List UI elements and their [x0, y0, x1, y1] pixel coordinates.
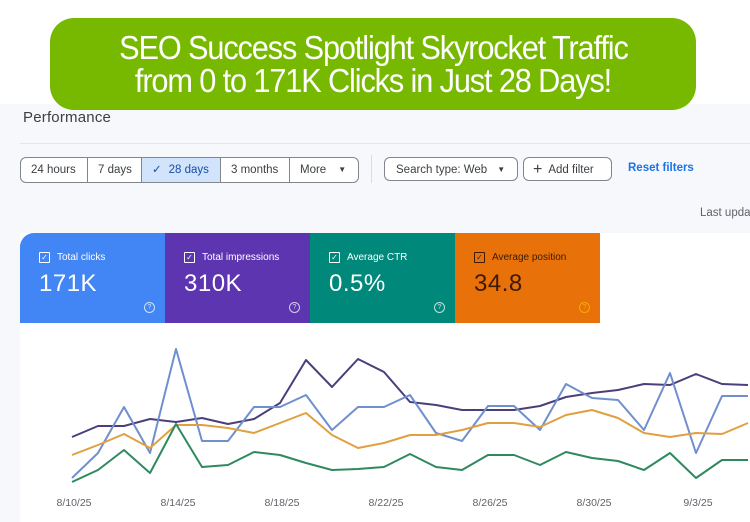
date-option-7-days[interactable]: 7 days [88, 158, 142, 182]
metric-label: Total impressions [202, 252, 280, 263]
metric-card-average-position[interactable]: ✓ Average position 34.8 ? [455, 233, 600, 323]
metric-card-total-clicks[interactable]: ✓ Total clicks 171K ? [20, 233, 165, 323]
checkbox-checked-icon[interactable]: ✓ [184, 252, 195, 263]
date-option-label: More [300, 164, 327, 176]
search-type-dropdown[interactable]: Search type: Web ▼ [384, 157, 518, 181]
x-axis-tick-label: 8/10/25 [56, 497, 92, 509]
date-option-label: 24 hours [31, 164, 76, 176]
metric-cards: ✓ Total clicks 171K ? ✓ Total impressions … [20, 233, 600, 323]
metric-value: 310K [184, 270, 243, 297]
add-filter-button[interactable]: + Add filter [523, 157, 612, 181]
promo-banner: SEO Success Spotlight Skyrocket Traffic … [50, 18, 696, 110]
date-option-28-days[interactable]: ✓ 28 days [142, 158, 221, 182]
date-option-label: 3 months [231, 164, 279, 176]
metric-label: Average CTR [347, 252, 408, 263]
metric-value: 34.8 [474, 270, 523, 297]
metric-label: Total clicks [57, 252, 106, 263]
date-option-label: 28 days [168, 164, 209, 176]
add-filter-label: Add filter [548, 164, 594, 176]
caret-down-icon: ▼ [497, 165, 506, 174]
search-type-label: Search type: Web [396, 164, 488, 176]
header-divider [20, 143, 750, 144]
x-axis-tick-label: 8/30/25 [576, 497, 612, 509]
checkbox-checked-icon[interactable]: ✓ [39, 252, 50, 263]
toolbar-separator [371, 155, 372, 183]
metric-card-total-impressions[interactable]: ✓ Total impressions 310K ? [165, 233, 310, 323]
date-option-24-hours[interactable]: 24 hours [21, 158, 88, 182]
metric-value: 171K [39, 270, 98, 297]
metric-label: Average position [492, 252, 567, 263]
date-option-more[interactable]: More ▼ [290, 158, 358, 182]
x-axis-tick-label: 8/22/25 [368, 497, 404, 509]
help-icon[interactable]: ? [144, 302, 155, 313]
x-axis-tick-label: 8/18/25 [264, 497, 300, 509]
reset-filters-link[interactable]: Reset filters [628, 162, 694, 174]
check-icon: ✓ [152, 164, 162, 176]
help-icon[interactable]: ? [579, 302, 590, 313]
banner-line-1: SEO Success Spotlight Skyrocket Traffic [118, 29, 629, 66]
help-icon[interactable]: ? [434, 302, 445, 313]
checkbox-checked-icon[interactable]: ✓ [474, 252, 485, 263]
date-range-selector: 24 hours 7 days ✓ 28 days 3 months More ▼ [20, 157, 359, 183]
last-updated-text: Last upda [700, 207, 750, 219]
x-axis-tick-label: 8/26/25 [472, 497, 508, 509]
plus-icon: + [533, 161, 543, 178]
metric-card-average-ctr[interactable]: ✓ Average CTR 0.5% ? [310, 233, 455, 323]
page-title: Performance [23, 109, 112, 126]
checkbox-checked-icon[interactable]: ✓ [329, 252, 340, 263]
date-option-label: 7 days [98, 164, 132, 176]
x-axis-tick-label: 8/14/25 [160, 497, 196, 509]
help-icon[interactable]: ? [289, 302, 300, 313]
metric-value: 0.5% [329, 270, 386, 297]
banner-line-2: from 0 to 171K Clicks in Just 28 Days! [134, 62, 612, 99]
caret-down-icon: ▼ [338, 165, 347, 174]
date-option-3-months[interactable]: 3 months [221, 158, 290, 182]
x-axis-tick-label: 9/3/25 [683, 497, 713, 509]
